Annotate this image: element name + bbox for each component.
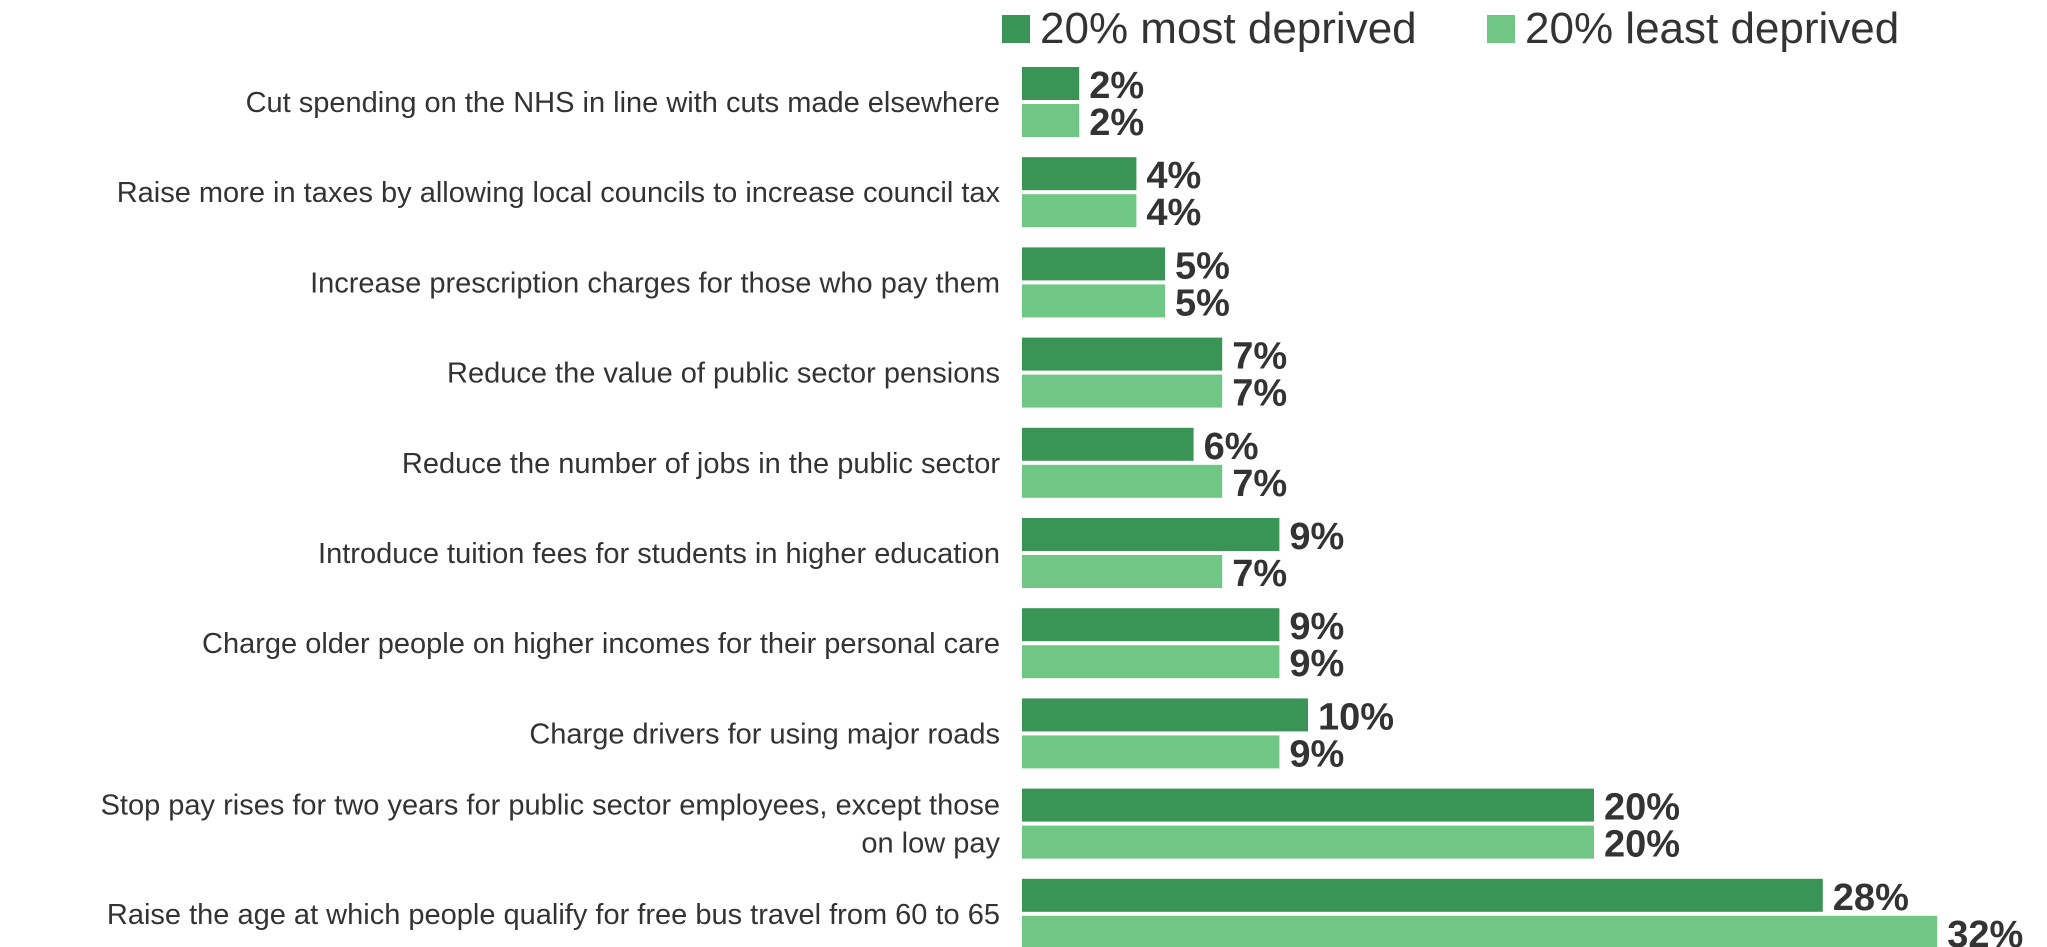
- bar-least-deprived-10: [1022, 915, 1938, 947]
- category-label-line: Cut spending on the NHS in line with cut…: [246, 87, 1000, 119]
- bar-least-deprived-6: [1022, 555, 1223, 588]
- bar-most-deprived-6: [1022, 518, 1280, 551]
- bar-least-deprived-9: [1022, 825, 1594, 859]
- value-label-most-deprived-3: 5%: [1175, 245, 1230, 287]
- category-label-2: Raise more in taxes by allowing local co…: [117, 177, 1001, 209]
- bar-least-deprived-1: [1022, 104, 1080, 137]
- category-label-4: Reduce the value of public sector pensio…: [447, 358, 1000, 390]
- category-label-6: Introduce tuition fees for students in h…: [318, 538, 1000, 570]
- category-label-9: Stop pay rises for two years for public …: [101, 790, 1001, 860]
- value-label-most-deprived-9: 20%: [1604, 787, 1680, 829]
- legend-label-least-deprived: 20% least deprived: [1525, 4, 1899, 53]
- value-label-most-deprived-10: 28%: [1833, 877, 1909, 919]
- value-label-most-deprived-4: 7%: [1232, 336, 1287, 378]
- chart-legend: 20% most deprived 20% least deprived: [1002, 4, 1899, 53]
- bar-most-deprived-1: [1022, 67, 1080, 100]
- category-label-line: Raise more in taxes by allowing local co…: [117, 177, 1001, 209]
- bar-least-deprived-4: [1022, 374, 1223, 408]
- category-label-7: Charge older people on higher incomes fo…: [202, 628, 1000, 660]
- bar-most-deprived-4: [1022, 337, 1223, 371]
- category-axis: Cut spending on the NHS in line with cut…: [101, 87, 1001, 931]
- category-label-8: Charge drivers for using major roads: [529, 718, 1000, 750]
- value-label-most-deprived-7: 9%: [1289, 606, 1344, 648]
- bar-series: [1022, 67, 1938, 947]
- value-label-most-deprived-6: 9%: [1289, 516, 1344, 558]
- category-label-line: Stop pay rises for two years for public …: [101, 790, 1000, 822]
- category-label-3: Increase prescription charges for those …: [310, 267, 1000, 299]
- bar-least-deprived-7: [1022, 645, 1280, 679]
- value-label-least-deprived-6: 7%: [1232, 553, 1287, 595]
- value-label-most-deprived-8: 10%: [1318, 696, 1394, 738]
- legend-label-most-deprived: 20% most deprived: [1040, 4, 1417, 53]
- bar-most-deprived-7: [1022, 608, 1280, 642]
- category-label-line: Introduce tuition fees for students in h…: [318, 538, 1000, 570]
- legend-swatch-least-deprived: [1487, 15, 1515, 43]
- value-label-least-deprived-9: 20%: [1604, 824, 1680, 866]
- value-label-most-deprived-1: 2%: [1089, 65, 1144, 107]
- category-label-5: Reduce the number of jobs in the public …: [402, 448, 1000, 480]
- bar-least-deprived-2: [1022, 194, 1137, 228]
- value-label-least-deprived-4: 7%: [1232, 373, 1287, 415]
- bar-most-deprived-9: [1022, 788, 1594, 822]
- bar-least-deprived-5: [1022, 464, 1223, 498]
- bar-least-deprived-3: [1022, 284, 1165, 318]
- category-label-line: Charge older people on higher incomes fo…: [202, 628, 1000, 660]
- category-label-line: on low pay: [861, 828, 1000, 860]
- bar-most-deprived-5: [1022, 427, 1194, 461]
- bar-most-deprived-10: [1022, 878, 1823, 912]
- value-label-least-deprived-7: 9%: [1289, 643, 1344, 685]
- category-label-10: Raise the age at which people qualify fo…: [107, 899, 1000, 931]
- value-label-most-deprived-5: 6%: [1204, 426, 1259, 468]
- bar-most-deprived-3: [1022, 247, 1165, 281]
- legend-swatch-most-deprived: [1002, 15, 1030, 43]
- value-label-least-deprived-1: 2%: [1089, 102, 1144, 144]
- value-label-least-deprived-5: 7%: [1232, 463, 1287, 505]
- category-label-1: Cut spending on the NHS in line with cut…: [246, 87, 1000, 119]
- value-labels: 2%2%4%4%5%5%7%7%6%7%9%7%9%9%10%9%20%20%2…: [1089, 65, 2023, 947]
- bar-least-deprived-8: [1022, 735, 1280, 769]
- bar-most-deprived-2: [1022, 157, 1137, 191]
- value-label-least-deprived-8: 9%: [1289, 733, 1344, 775]
- category-label-line: Increase prescription charges for those …: [310, 267, 1000, 299]
- value-label-most-deprived-2: 4%: [1146, 155, 1201, 197]
- category-label-line: Reduce the number of jobs in the public …: [402, 448, 1000, 480]
- value-label-least-deprived-3: 5%: [1175, 282, 1230, 324]
- category-label-line: Raise the age at which people qualify fo…: [107, 899, 1000, 931]
- bar-most-deprived-8: [1022, 698, 1308, 732]
- category-label-line: Reduce the value of public sector pensio…: [447, 358, 1000, 390]
- value-label-least-deprived-10: 32%: [1947, 914, 2023, 947]
- category-label-line: Charge drivers for using major roads: [529, 718, 1000, 750]
- value-label-least-deprived-2: 4%: [1146, 192, 1201, 234]
